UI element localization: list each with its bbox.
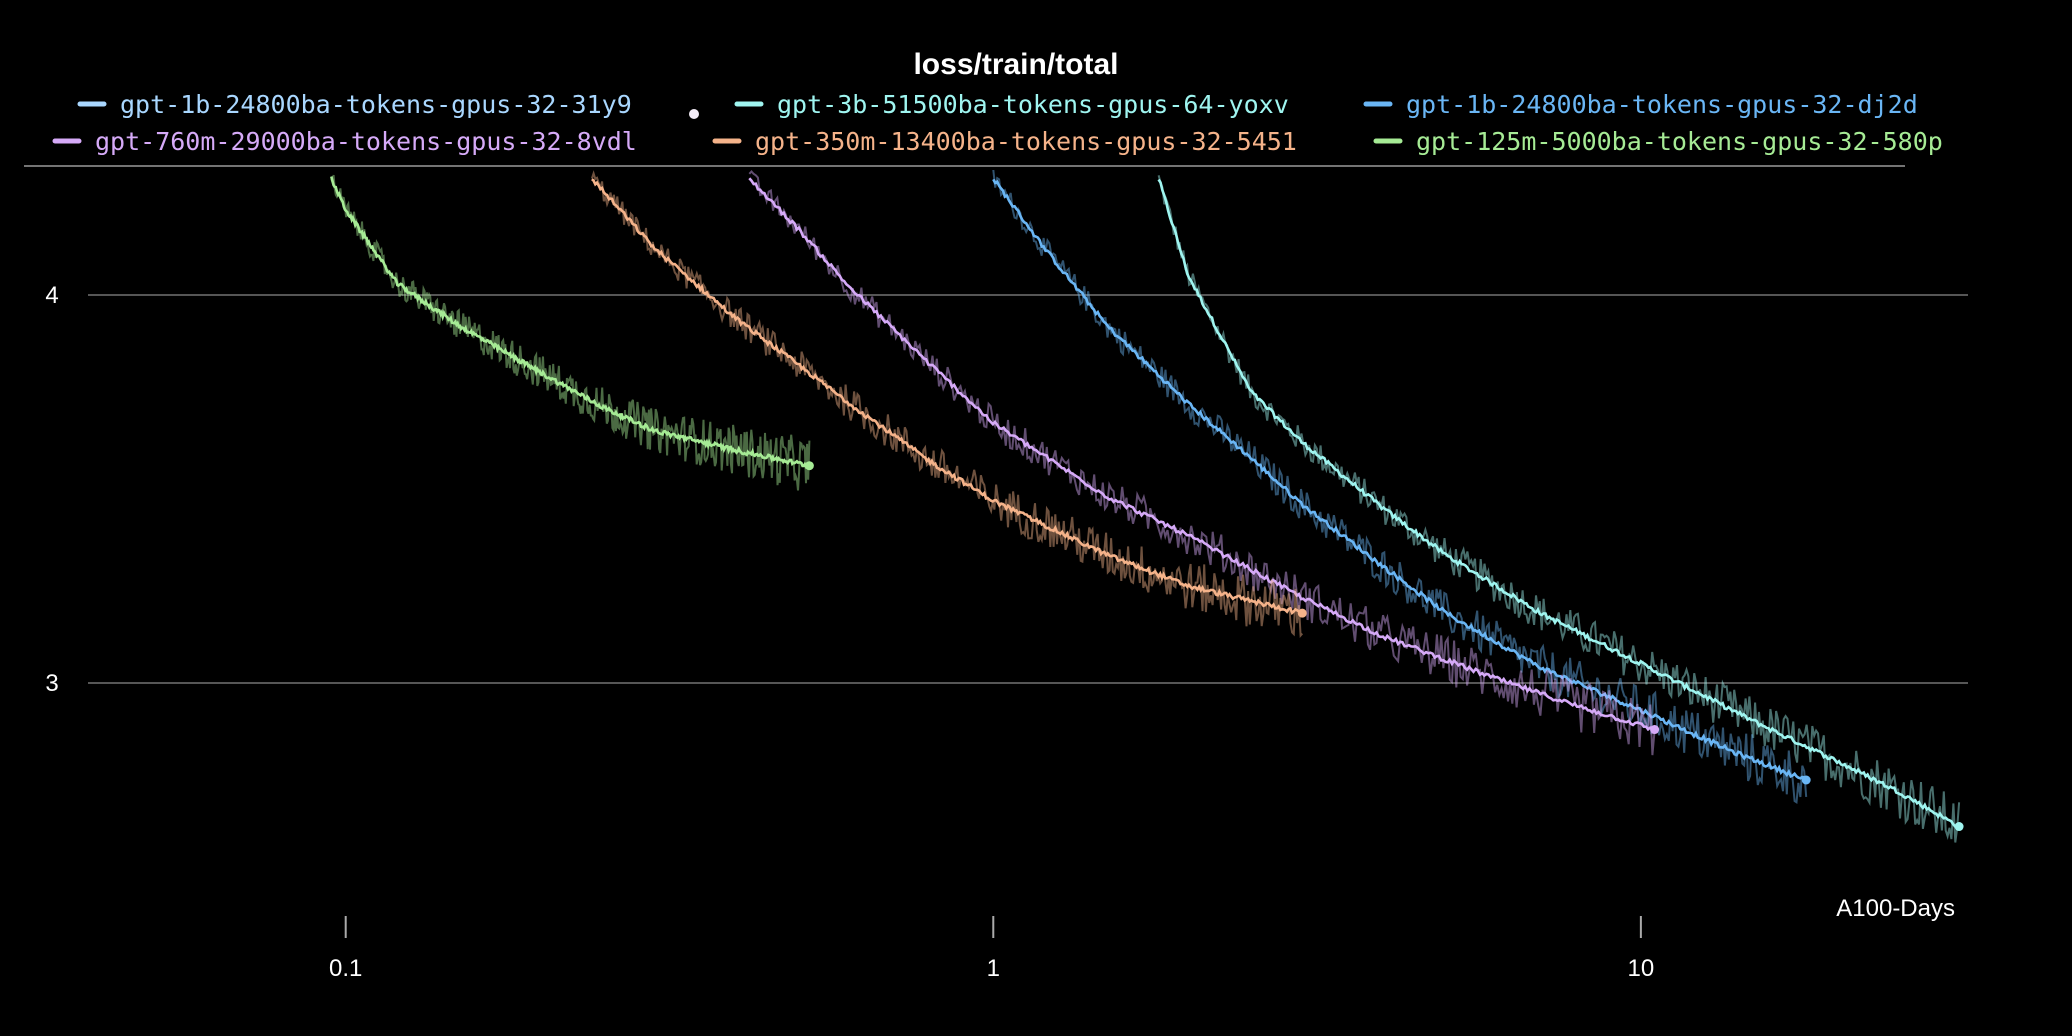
y-tick-label: 4 — [45, 282, 58, 309]
series-raw-line — [590, 170, 1304, 638]
chart-title: loss/train/total — [913, 48, 1118, 81]
legend-label: gpt-350m-13400ba-tokens-gpus-32-5451 — [755, 127, 1297, 156]
series-raw-line — [748, 170, 1656, 756]
series-gpt-350m-13400ba-tokens-gpus-32-5451 — [590, 170, 1307, 638]
series-end-point — [1650, 725, 1660, 735]
legend-item[interactable]: gpt-1b-24800ba-tokens-gpus-32-31y9 — [77, 90, 632, 119]
series-smoothed-line — [591, 178, 1304, 616]
legend-item[interactable]: gpt-1b-24800ba-tokens-gpus-32-dj2d — [1363, 90, 1918, 119]
legend-label: gpt-3b-51500ba-tokens-gpus-64-yoxv — [777, 90, 1289, 119]
x-tick-label: 10 — [1628, 955, 1655, 982]
series-end-point — [804, 461, 814, 471]
x-tick-label: 0.1 — [329, 955, 362, 982]
series-end-point — [1954, 822, 1964, 832]
series-smoothed-line — [992, 178, 1808, 781]
series-raw-line — [330, 174, 811, 491]
x-tick-label: 1 — [987, 955, 1000, 982]
y-tick-label: 3 — [45, 670, 58, 697]
series-gpt-125m-5000ba-tokens-gpus-32-580p — [330, 174, 814, 491]
legend-item[interactable]: gpt-760m-29000ba-tokens-gpus-32-8vdl — [52, 127, 637, 156]
legend-hover-dot — [689, 109, 699, 119]
legend-label: gpt-760m-29000ba-tokens-gpus-32-8vdl — [95, 127, 637, 156]
series-raw-line — [1157, 175, 1961, 843]
series-raw-line — [992, 170, 1808, 805]
series-smoothed-line — [748, 177, 1656, 732]
series-smoothed-line — [1157, 178, 1960, 828]
legend-label: gpt-1b-24800ba-tokens-gpus-32-dj2d — [1406, 90, 1918, 119]
series-gpt-760m-29000ba-tokens-gpus-32-8vdl — [748, 170, 1660, 756]
legend-label: gpt-1b-24800ba-tokens-gpus-32-31y9 — [120, 90, 632, 119]
series-gpt-3b-51500ba-tokens-gpus-64-yoxv — [1157, 175, 1964, 843]
legend-item[interactable]: gpt-125m-5000ba-tokens-gpus-32-580p — [1373, 127, 1943, 156]
y-gridlines — [88, 294, 1968, 684]
y-axis: 34 — [45, 282, 58, 697]
legend-item[interactable]: gpt-3b-51500ba-tokens-gpus-64-yoxv — [734, 90, 1289, 119]
series-smoothed-line — [330, 176, 811, 470]
x-axis: 0.1 1 10 — [329, 916, 1654, 982]
series-end-point — [1801, 775, 1811, 785]
series-end-point — [1297, 608, 1307, 618]
legend-label: gpt-125m-5000ba-tokens-gpus-32-580p — [1416, 127, 1943, 156]
plot-area — [330, 170, 1964, 843]
legend: gpt-1b-24800ba-tokens-gpus-32-31y9 gpt-3b… — [52, 90, 1943, 156]
legend-item[interactable]: gpt-350m-13400ba-tokens-gpus-32-5451 — [712, 127, 1297, 156]
x-axis-label: A100-Days — [1836, 895, 1955, 922]
series-gpt-1b-24800ba-tokens-gpus-32-dj2d — [992, 170, 1811, 805]
